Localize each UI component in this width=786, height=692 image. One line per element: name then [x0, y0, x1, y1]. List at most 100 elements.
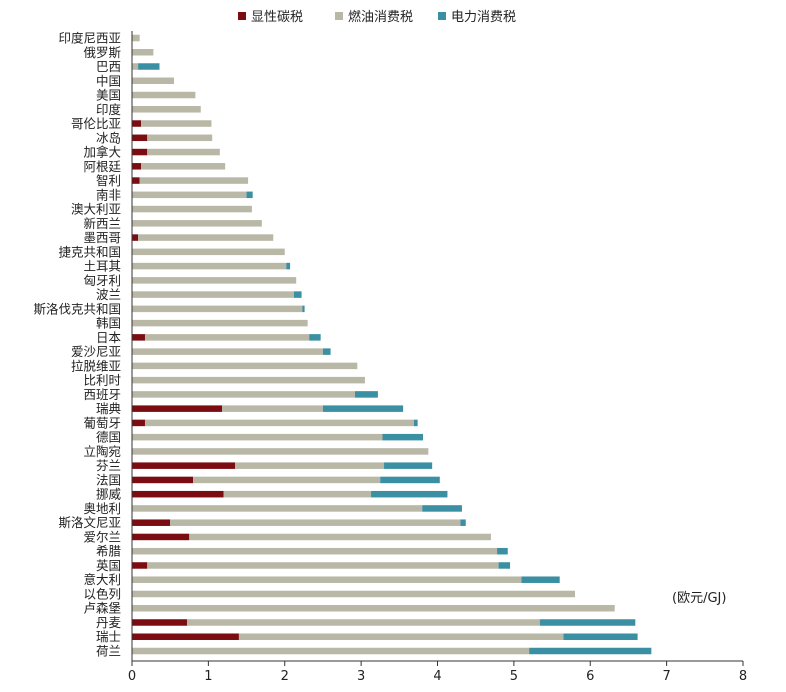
- bar-11-series-1: [132, 191, 247, 199]
- category-label: 阿根廷: [83, 159, 121, 174]
- bar-31-series-2: [380, 476, 440, 484]
- bar-34-series-0: [132, 519, 171, 526]
- category-label: 爱尔兰: [83, 529, 121, 544]
- bar-36-series-1: [132, 547, 498, 555]
- bar-26-series-2: [322, 405, 404, 412]
- category-label: 俄罗斯: [83, 45, 121, 60]
- bar-18-series-1: [132, 291, 294, 298]
- bar-30-series-1: [235, 462, 385, 469]
- x-tick-label: 8: [739, 669, 747, 684]
- bar-39-series-1: [132, 590, 575, 598]
- bar-2-series-2: [138, 63, 160, 70]
- category-labels: 印度尼西亚俄罗斯巴西中国美国印度哥伦比亚冰岛加拿大阿根廷智利南非澳大利亚新西兰墨…: [33, 31, 121, 659]
- category-label: 英国: [96, 558, 121, 573]
- category-label: 印度尼西亚: [58, 31, 121, 46]
- legend-swatch-0: [238, 12, 246, 20]
- legend-swatch-1: [335, 12, 343, 20]
- bar-43-series-2: [529, 647, 652, 655]
- category-label: 瑞士: [96, 629, 121, 644]
- bar-17-series-1: [132, 277, 297, 284]
- category-label: 丹麦: [96, 615, 122, 630]
- bar-37-series-1: [147, 562, 499, 569]
- bar-41-series-0: [132, 619, 187, 626]
- bar-25-series-1: [132, 391, 356, 398]
- bar-34-series-1: [170, 519, 461, 526]
- bar-38-series-1: [132, 576, 522, 583]
- category-label: 挪威: [96, 487, 122, 502]
- bar-32-series-2: [371, 490, 448, 498]
- category-label: 拉脱维亚: [71, 358, 121, 373]
- bar-43-series-1: [132, 647, 530, 655]
- category-label: 意大利: [83, 572, 121, 587]
- bar-29-series-1: [132, 448, 429, 455]
- x-axis: 0 1 2 3 4 5 6 7 8: [128, 31, 747, 684]
- bar-21-series-0: [132, 334, 145, 341]
- bar-32-series-0: [132, 490, 224, 498]
- bar-40-series-1: [132, 604, 615, 612]
- bar-37-series-2: [498, 562, 511, 569]
- bar-33-series-1: [132, 505, 423, 512]
- bar-42-series-2: [563, 633, 638, 640]
- bar-22-series-2: [322, 348, 331, 355]
- legend-label-2: 电力消费税: [451, 10, 516, 25]
- bar-14-series-1: [138, 234, 274, 241]
- category-label: 韩国: [96, 316, 121, 331]
- bar-13-series-1: [132, 220, 262, 227]
- category-label: 奥地利: [83, 501, 121, 516]
- bar-14-series-0: [132, 234, 139, 241]
- bar-27-series-0: [132, 419, 145, 427]
- category-label: 比利时: [83, 373, 121, 388]
- bar-42-series-0: [132, 633, 239, 640]
- bar-41-series-2: [539, 619, 636, 626]
- bar-18-series-2: [293, 291, 302, 298]
- bar-32-series-1: [223, 490, 372, 498]
- legend-swatch-2: [438, 12, 446, 20]
- bar-28-series-1: [132, 433, 383, 441]
- category-label: 冰岛: [96, 130, 121, 145]
- bar-31-series-1: [193, 476, 381, 484]
- bar-21-series-2: [309, 334, 321, 341]
- category-label: 希腊: [96, 544, 122, 559]
- bar-12-series-1: [132, 205, 252, 213]
- category-label: 爱沙尼亚: [71, 344, 121, 359]
- bar-27-series-1: [144, 419, 414, 427]
- bar-15-series-1: [132, 248, 285, 256]
- bar-27-series-2: [413, 419, 418, 427]
- x-tick-label: 2: [281, 669, 289, 684]
- x-tick-label: 4: [433, 669, 441, 684]
- category-label: 捷克共和国: [58, 244, 121, 259]
- x-tick-label: 0: [128, 669, 136, 684]
- category-label: 巴西: [96, 59, 121, 74]
- bar-28-series-2: [382, 433, 423, 441]
- bar-23-series-1: [132, 362, 358, 370]
- bar-2-series-1: [132, 63, 139, 70]
- bar-37-series-0: [132, 562, 148, 569]
- category-label: 美国: [96, 88, 121, 103]
- category-label: 葡萄牙: [83, 415, 121, 430]
- category-label: 荷兰: [96, 644, 121, 659]
- unit-label: (欧元/GJ): [672, 591, 726, 606]
- x-tick-label: 6: [586, 669, 594, 684]
- category-label: 瑞典: [96, 401, 121, 416]
- category-label: 墨西哥: [83, 230, 121, 245]
- category-label: 芬兰: [96, 458, 121, 473]
- category-label: 加拿大: [83, 145, 121, 160]
- bar-11-series-2: [246, 191, 253, 199]
- x-tick-label: 3: [357, 669, 365, 684]
- bar-1-series-1: [132, 49, 154, 56]
- bar-8-series-1: [147, 148, 220, 156]
- category-label: 斯洛伐克共和国: [33, 301, 121, 316]
- legend-label-1: 燃油消费税: [348, 9, 413, 25]
- category-label: 以色列: [83, 586, 121, 601]
- category-label: 哥伦比亚: [71, 116, 121, 131]
- category-label: 斯洛文尼亚: [58, 515, 121, 530]
- bar-22-series-1: [132, 348, 323, 355]
- bar-41-series-1: [186, 619, 540, 626]
- x-tick-label: 1: [204, 669, 212, 684]
- category-label: 波兰: [96, 287, 121, 302]
- category-label: 匈牙利: [83, 273, 121, 288]
- category-label: 日本: [96, 330, 122, 345]
- category-label: 印度: [96, 102, 122, 117]
- bar-36-series-2: [497, 547, 508, 555]
